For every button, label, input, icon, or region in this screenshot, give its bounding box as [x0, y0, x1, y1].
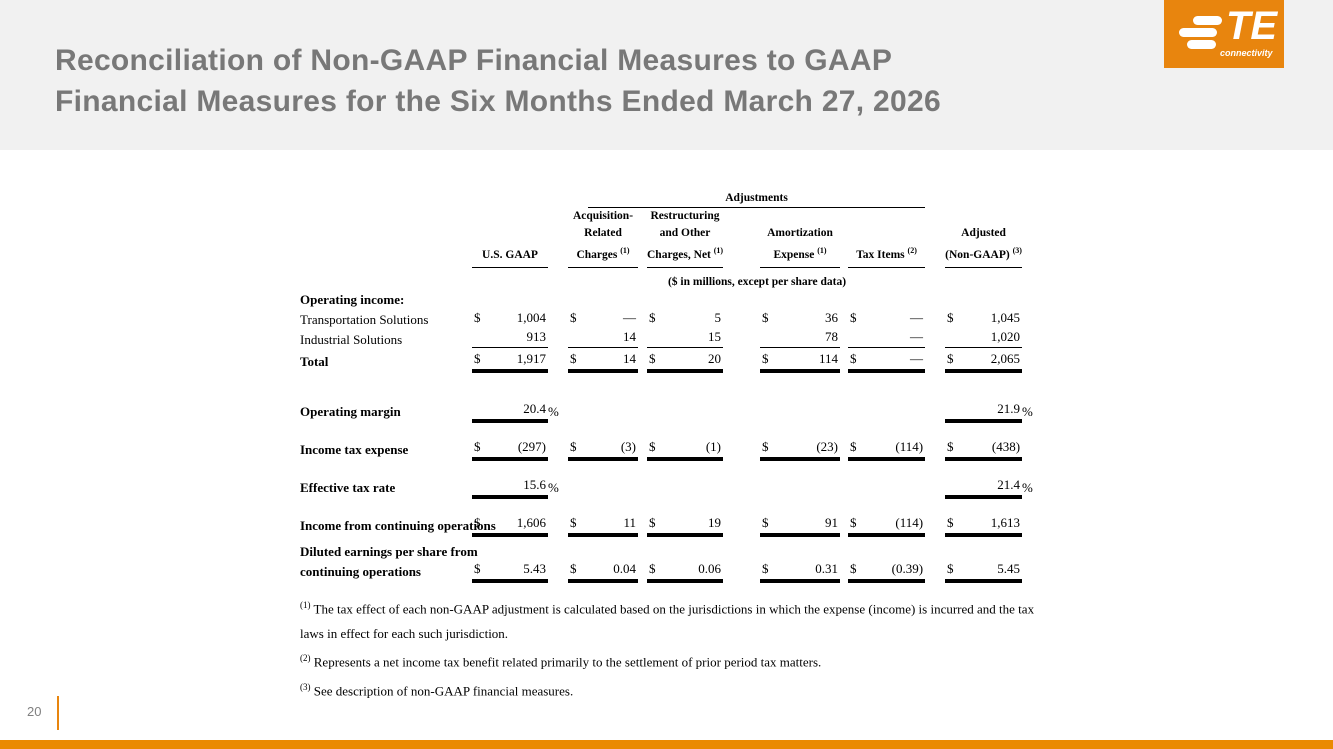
footnote-2: (2) Represents a net income tax benefit …: [300, 653, 822, 670]
table-row-total: Total $1,917 $14 $20 $114 $ — $2,065: [300, 348, 1042, 373]
cell-value: 14: [568, 329, 638, 348]
cell-value: $ (0.39): [848, 561, 926, 583]
page-title: Reconciliation of Non-GAAP Financial Mea…: [55, 40, 941, 122]
cell-value: $1,606: [472, 515, 548, 537]
row-label: Effective tax rate: [300, 479, 396, 495]
cell-value: $1,917: [472, 351, 548, 373]
page-number-divider: [57, 696, 59, 730]
units-note: ($ in millions, except per share data): [667, 275, 847, 288]
row-label: Income from continuing operations: [300, 517, 496, 533]
cell-value: $2,065: [945, 351, 1023, 373]
cell-value: $ —: [848, 351, 926, 373]
percent-sign: %: [548, 479, 559, 495]
logo-bar-icon: [1187, 40, 1216, 49]
row-label: Industrial Solutions: [300, 331, 403, 347]
cell-value: 15.6: [472, 477, 548, 499]
logo-bar-icon: [1193, 16, 1222, 25]
cell-value: $5.45: [945, 561, 1023, 583]
cell-value: $0.04: [568, 561, 638, 583]
logo-bar-icon: [1179, 28, 1217, 37]
footnote-3: (3) See description of non-GAAP financia…: [300, 681, 574, 698]
table-row: Industrial Solutions 913 14 15 78 — 1,02…: [300, 328, 1042, 348]
cell-value: $ —: [850, 309, 924, 325]
table-row-effective-tax: Effective tax rate 15.6 % 21.4 %: [300, 476, 1042, 499]
percent-sign: %: [1022, 479, 1033, 495]
col-header-restructuring: Restructuring and Other Charges, Net (1): [647, 208, 723, 268]
footnotes: (1) The tax effect of each non-GAAP adju…: [300, 593, 1058, 703]
column-header-row: U.S. GAAP Acquisition- Related Charges (…: [300, 208, 1042, 268]
cell-value: $0.31: [760, 561, 840, 583]
page-title-line1: Reconciliation of Non-GAAP Financial Mea…: [55, 44, 893, 77]
cell-value: $5.43: [472, 561, 548, 583]
col-header-tax-items: Tax Items (2): [848, 242, 926, 268]
cell-value: $ —: [570, 309, 636, 325]
cell-value: $ (114): [848, 515, 926, 537]
cell-value: $ (1): [647, 439, 723, 461]
cell-value: $1,613: [945, 515, 1023, 537]
percent-sign: %: [1022, 403, 1033, 419]
bottom-accent-bar: [0, 740, 1333, 749]
cell-value: $ (438): [945, 439, 1023, 461]
table-row: Operating income:: [300, 288, 1042, 308]
cell-value: $19: [647, 515, 723, 537]
te-logo-bars-icon: [1179, 16, 1222, 52]
logo-connectivity-text: connectivity: [1220, 48, 1273, 58]
page-title-line2: Financial Measures for the Six Months En…: [55, 85, 941, 118]
cell-value: 913: [472, 329, 548, 348]
col-header-us-gaap: U.S. GAAP: [472, 247, 548, 268]
table-row-income-cont-ops: Income from continuing operations $1,606…: [300, 514, 1042, 537]
cell-value: 15: [647, 329, 723, 348]
cell-value: 21.9: [945, 401, 1023, 423]
cell-value: 78: [760, 329, 840, 348]
header-band: [0, 0, 1333, 150]
col-header-amortization: Amortization Expense (1): [760, 225, 840, 268]
row-label: Transportation Solutions: [300, 311, 429, 327]
cell-value: $0.06: [647, 561, 723, 583]
units-row: ($ in millions, except per share data): [300, 268, 1042, 288]
row-label: Operating margin: [300, 403, 401, 419]
cell-value: $36: [762, 309, 838, 325]
row-label: Diluted earnings per share from: [300, 543, 478, 559]
page-number: 20: [27, 704, 42, 719]
row-label: Total: [300, 353, 329, 369]
table-row-diluted-eps: continuing operations $5.43 $0.04 $0.06 …: [300, 560, 1042, 583]
cell-value: $ (297): [472, 439, 548, 461]
table-row: Transportation Solutions $1,004 $ — $5 $3…: [300, 308, 1042, 328]
adjustments-group-row: Adjustments: [300, 186, 1042, 208]
col-header-adjusted: Adjusted (Non-GAAP) (3): [945, 225, 1023, 268]
cell-value: 21.4: [945, 477, 1023, 499]
cell-value: $11: [568, 515, 638, 537]
cell-value: $1,004: [474, 309, 546, 325]
cell-value: $114: [760, 351, 840, 373]
footnote-1: (1) The tax effect of each non-GAAP adju…: [300, 600, 1035, 642]
percent-sign: %: [548, 403, 559, 419]
cell-value: $1,045: [947, 309, 1021, 325]
cell-value: $ (3): [568, 439, 638, 461]
te-connectivity-logo: TE connectivity: [1164, 0, 1284, 68]
cell-value: $20: [647, 351, 723, 373]
cell-value: $ (23): [760, 439, 840, 461]
logo-te-text: TE: [1226, 4, 1278, 48]
adjustments-group-header: Adjustments: [588, 192, 926, 208]
table-row-operating-margin: Operating margin 20.4 % 21.9 %: [300, 400, 1042, 423]
cell-value: 20.4: [472, 401, 548, 423]
cell-value: $91: [760, 515, 840, 537]
col-header-acquisition: Acquisition- Related Charges (1): [568, 208, 638, 268]
cell-value: 1,020: [945, 329, 1023, 348]
table-row-income-tax: Income tax expense $ (297) $ (3) $ (1) $ (23…: [300, 438, 1042, 461]
row-label: Income tax expense: [300, 441, 409, 457]
cell-value: —: [848, 329, 926, 348]
row-label: continuing operations: [300, 563, 421, 579]
reconciliation-table: Adjustments U.S. GAAP Acquisition- Relat…: [300, 186, 1042, 583]
cell-value: $14: [568, 351, 638, 373]
table-row-diluted-eps-label: Diluted earnings per share from: [300, 540, 1042, 560]
row-label: Operating income:: [300, 291, 405, 307]
cell-value: $5: [649, 309, 721, 325]
cell-value: $ (114): [848, 439, 926, 461]
